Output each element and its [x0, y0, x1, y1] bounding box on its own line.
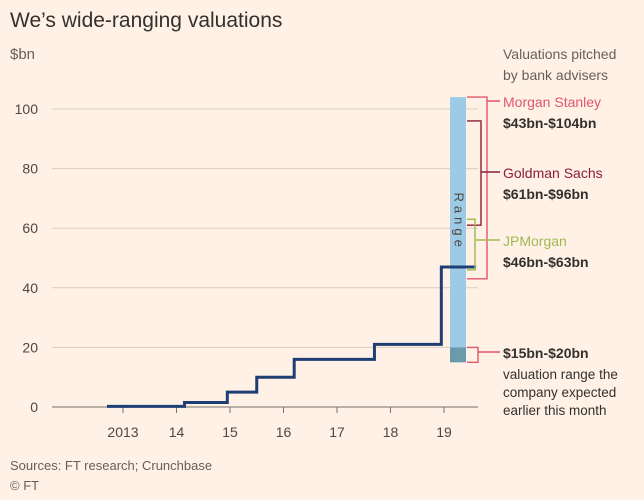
y-tick-label-80: 80 [22, 161, 38, 177]
x-tick-label-2013: 2013 [107, 424, 138, 440]
morgan-stanley-range: $43bn-$104bn [503, 115, 596, 131]
y-axis-unit-label: $bn [10, 46, 35, 63]
bracket-morgan-stanley [467, 96, 500, 280]
series-group [106, 265, 477, 408]
jpmorgan-label: JPMorgan [503, 233, 567, 249]
x-tick-label-14: 14 [169, 424, 185, 440]
range-bar-group: Range [450, 97, 467, 363]
annotation-header-line-2: by bank advisers [503, 67, 608, 83]
range-bar-label: Range [452, 193, 467, 251]
bracket-goldman-sachs [467, 120, 500, 226]
y-tick-label-100: 100 [15, 101, 39, 117]
ft-copyright: © FT [10, 478, 39, 493]
jpmorgan-range: $46bn-$63bn [503, 254, 589, 270]
expected-note-line-2: company expected [503, 385, 616, 400]
y-axis-ticks: 0 20 40 60 80 100 [15, 101, 39, 415]
morgan-stanley-label: Morgan Stanley [503, 94, 601, 110]
annotation-header-line-1: Valuations pitched [503, 46, 616, 62]
x-tick-label-16: 16 [276, 424, 292, 440]
range-bar-overlap [450, 347, 466, 363]
expected-note-line-3: earlier this month [503, 403, 607, 418]
series-line-0 [106, 265, 477, 408]
y-tick-label-40: 40 [22, 280, 38, 296]
expected-note-line-1: valuation range the [503, 367, 618, 382]
expected-range: $15bn-$20bn [503, 345, 589, 361]
x-tick-label-18: 18 [383, 424, 399, 440]
y-tick-label-60: 60 [22, 220, 38, 236]
x-tick-label-15: 15 [222, 424, 238, 440]
bracket-jpmorgan [467, 218, 500, 271]
x-tick-label-19: 19 [436, 424, 452, 440]
x-tick-label-17: 17 [329, 424, 345, 440]
gridlines [52, 108, 478, 408]
goldman-sachs-label: Goldman Sachs [503, 165, 603, 181]
bracket-expected [467, 346, 500, 363]
sources-note: Sources: FT research; Crunchbase [10, 458, 212, 473]
y-tick-label-0: 0 [30, 399, 38, 415]
y-tick-label-20: 20 [22, 339, 38, 355]
x-axis-ticks: 2013 14 15 16 17 18 19 [107, 407, 452, 440]
bank-brackets [467, 96, 500, 363]
range-bar [450, 97, 466, 363]
goldman-sachs-range: $61bn-$96bn [503, 186, 589, 202]
chart-title: We’s wide-ranging valuations [10, 9, 282, 32]
